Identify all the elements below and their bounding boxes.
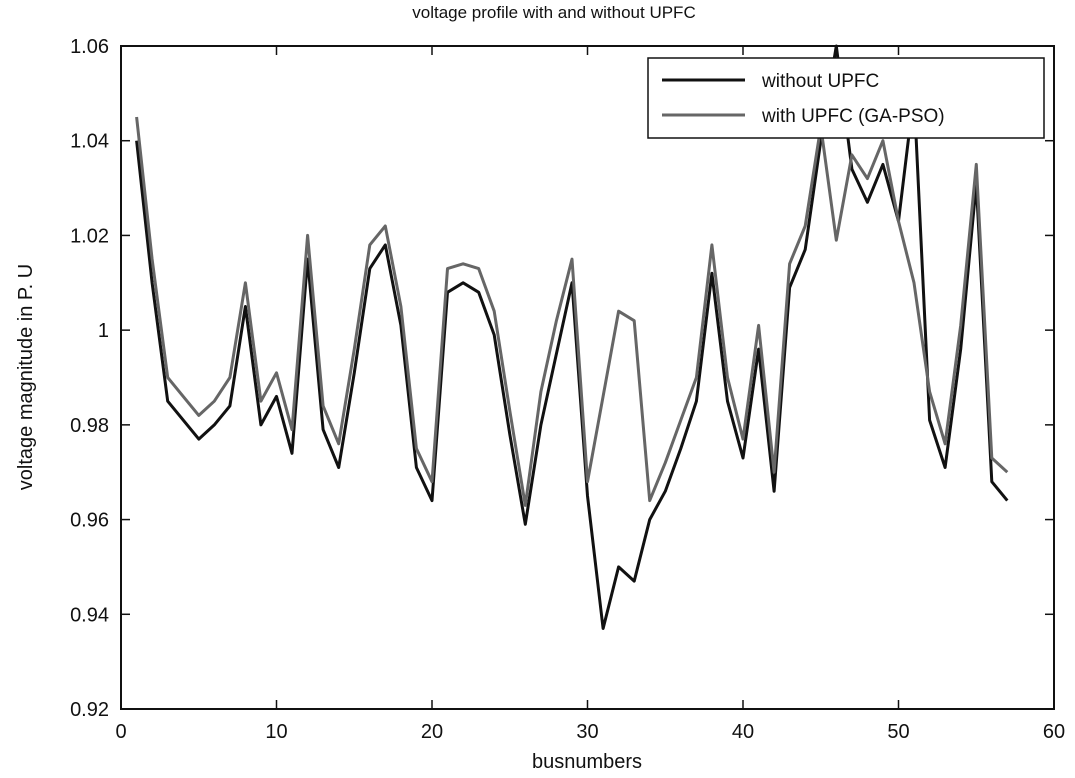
x-tick-label: 20 (421, 721, 443, 743)
x-tick-label: 50 (887, 721, 909, 743)
y-axis-title: voltage magnitude in P. U (15, 264, 37, 490)
legend-label-with-upfc: with UPFC (GA-PSO) (761, 106, 945, 127)
chart-title: voltage profile with and without UPFC (412, 3, 695, 22)
axis-ticks: 0 10 20 30 40 50 60 0.92 0.94 0.96 0.98 1 1.02 1.04 1.… (70, 36, 1065, 743)
x-tick-label: 60 (1043, 721, 1065, 743)
y-tick-label: 1.02 (70, 225, 109, 247)
x-axis-title: busnumbers (532, 751, 642, 773)
plot-frame (120, 45, 1055, 710)
y-tick-label: 1 (98, 320, 109, 342)
series-line-without-upfc (135, 44, 1009, 630)
y-tick-label: 1.06 (70, 36, 109, 58)
legend-label-without-upfc: without UPFC (761, 71, 879, 92)
y-tick-label: 0.98 (70, 415, 109, 437)
x-tick-label: 30 (576, 721, 598, 743)
y-tick-label: 0.96 (70, 510, 109, 532)
y-tick-label: 1.04 (70, 131, 109, 153)
plot-area (135, 44, 1009, 630)
y-tick-label: 0.92 (70, 699, 109, 721)
y-tick-label: 0.94 (70, 604, 109, 626)
x-tick-label: 10 (265, 721, 287, 743)
x-tick-label: 0 (115, 721, 126, 743)
x-tick-label: 40 (732, 721, 754, 743)
legend-box (647, 57, 1045, 139)
series-line-with-upfc (135, 116, 1009, 507)
legend: without UPFC with UPFC (GA-PSO) (647, 57, 1045, 139)
